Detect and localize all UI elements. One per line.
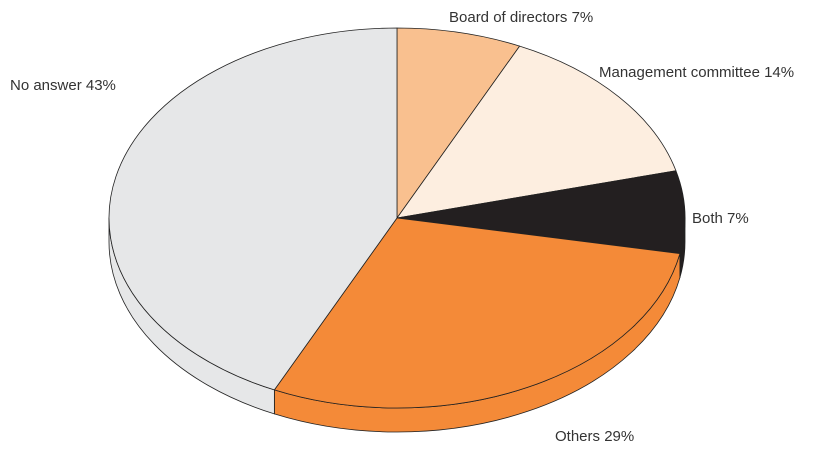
slice-label: Board of directors 7% <box>449 9 593 26</box>
slice-label-value: 43% <box>86 77 116 94</box>
slice-label: No answer 43% <box>10 77 116 94</box>
slice-label-name: Management committee <box>599 64 760 81</box>
slice-label-value: 29% <box>604 428 634 445</box>
slice-label: Both 7% <box>692 210 749 227</box>
slice-label-value: 7% <box>727 210 749 227</box>
slice-label: Others 29% <box>555 428 634 445</box>
slice-label: Management committee 14% <box>599 64 794 81</box>
slice-label-value: 14% <box>764 64 794 81</box>
pie-slice <box>396 45 677 219</box>
slice-label-name: Board of directors <box>449 9 567 26</box>
slice-label-name: No answer <box>10 77 82 94</box>
pie-slice <box>396 170 686 255</box>
pie-slice <box>396 27 521 219</box>
pie-slice <box>273 217 681 409</box>
pie-slice <box>108 27 398 391</box>
slice-label-name: Others <box>555 428 600 445</box>
slice-label-name: Both <box>692 210 723 227</box>
slice-label-value: 7% <box>572 9 594 26</box>
